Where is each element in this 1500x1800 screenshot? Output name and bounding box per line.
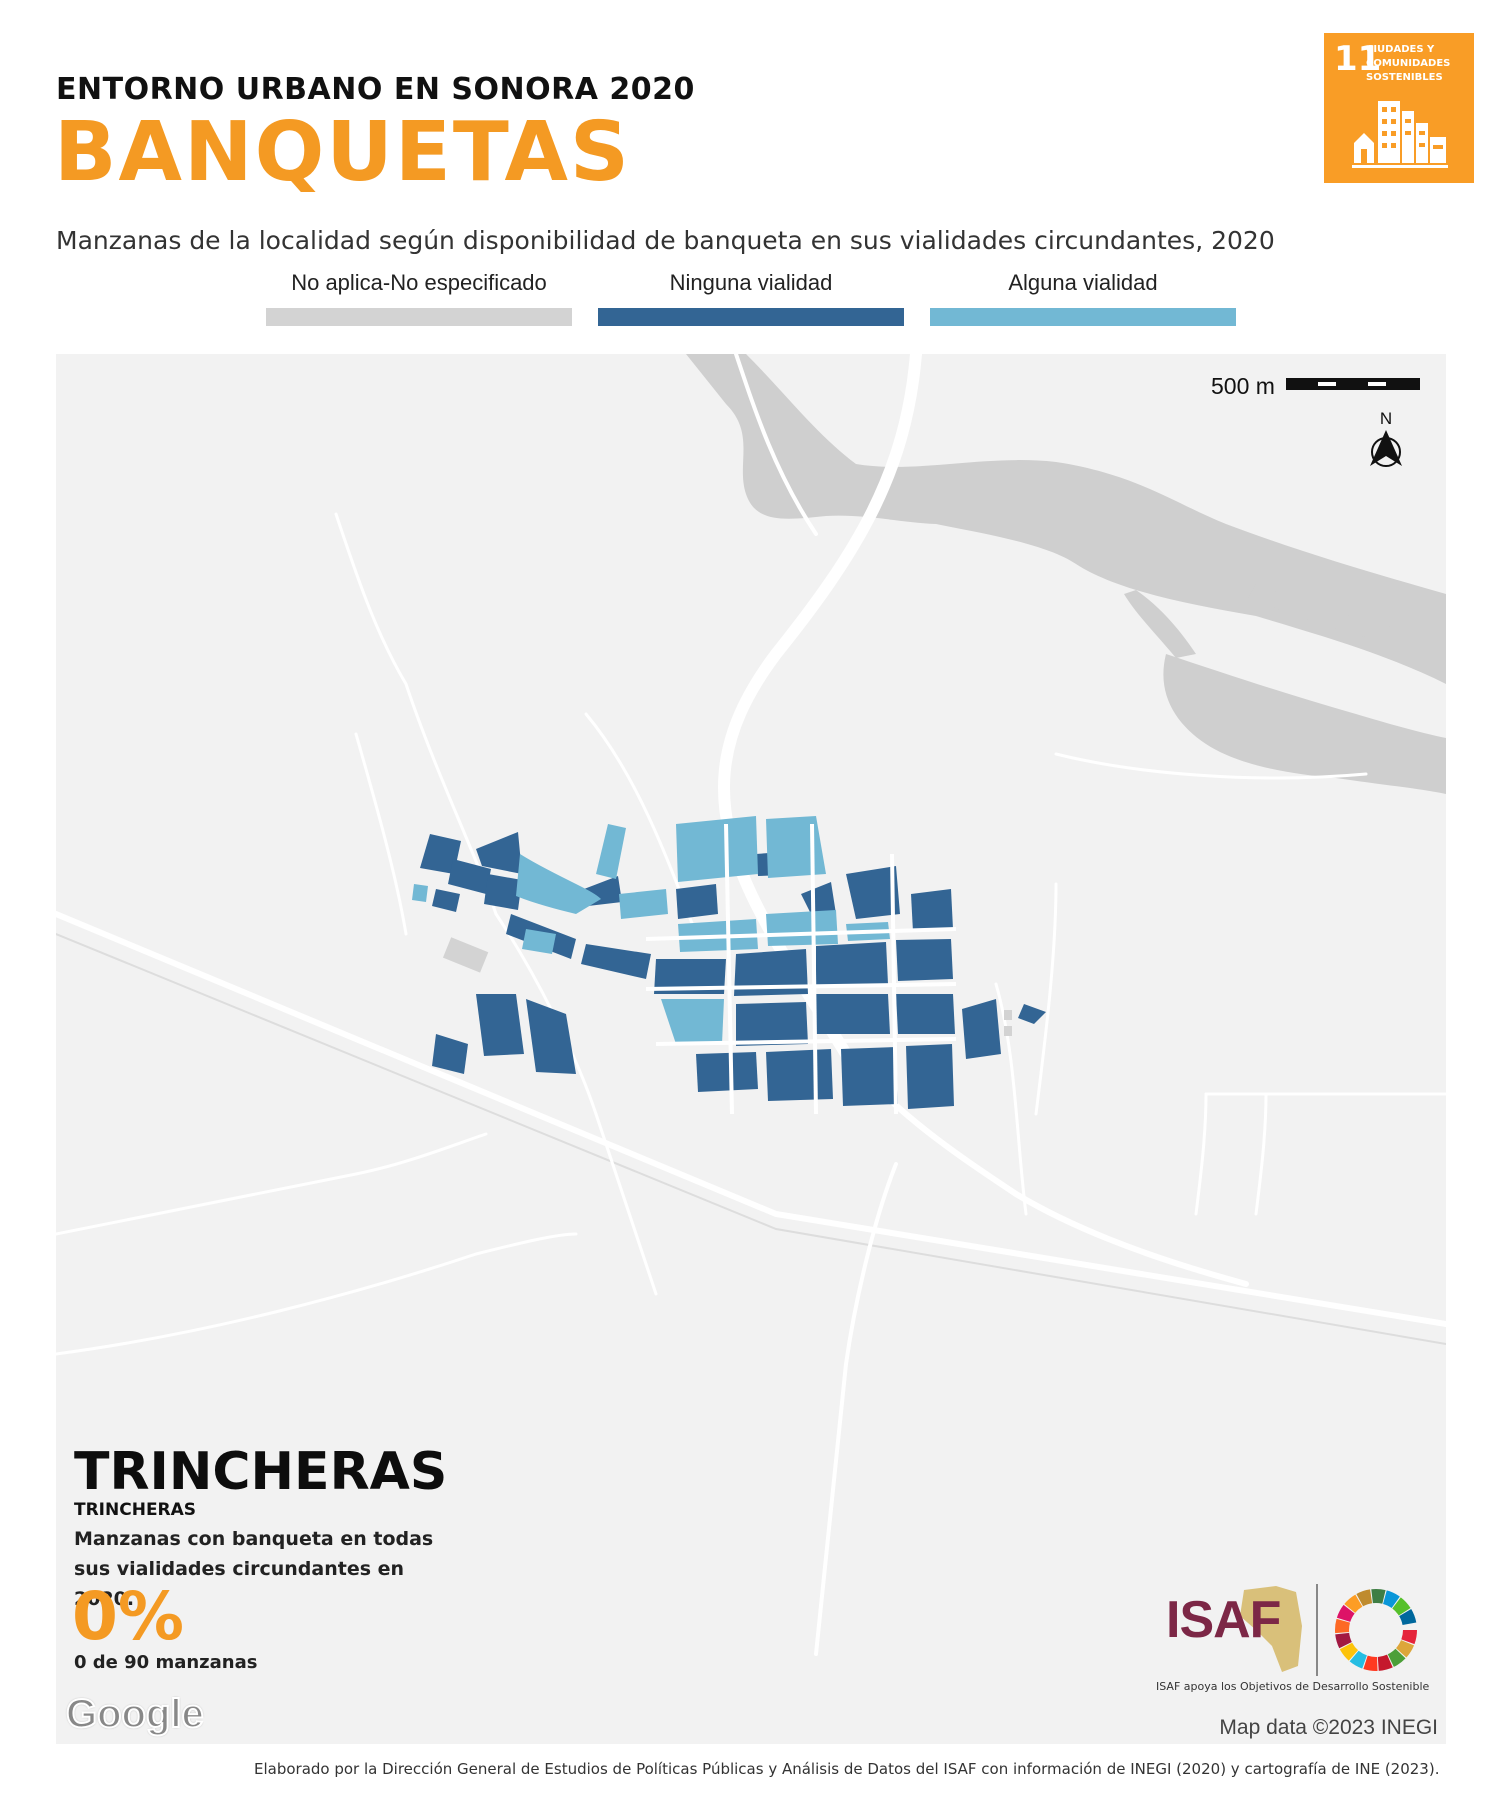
legend-item-ninguna: Ninguna vialidad	[598, 270, 904, 326]
map-attribution: Map data ©2023 INEGI	[1219, 1716, 1438, 1739]
legend-item-no-aplica: No aplica-No especificado	[266, 270, 572, 326]
city-buildings-icon	[1352, 101, 1448, 168]
north-label: N	[1380, 409, 1392, 428]
legend-label: Alguna vialidad	[1008, 270, 1158, 295]
block-count: 0 de 90 manzanas	[74, 1652, 258, 1673]
sonora-map-icon	[1240, 1586, 1302, 1672]
map-subtitle: Manzanas de la localidad según disponibi…	[56, 226, 1275, 255]
legend-swatch-gray	[266, 308, 572, 326]
legend-label: No aplica-No especificado	[291, 270, 547, 295]
page-title: BANQUETAS	[54, 105, 631, 200]
isaf-wordmark: ISAF	[1166, 1591, 1281, 1649]
locality-subname: TRINCHERAS	[74, 1500, 197, 1520]
legend-swatch-dark-blue	[598, 308, 904, 326]
kicker-title: ENTORNO URBANO EN SONORA 2020	[56, 72, 695, 107]
google-logo: Google	[65, 1691, 205, 1737]
isaf-logo-block: ISAF ISAF apoya los Obj	[1156, 1584, 1436, 1696]
legend-label: Ninguna vialidad	[669, 270, 833, 295]
map-canvas[interactable]: 500 m N	[56, 354, 1446, 1744]
sdg-label: CIUDADES Y COMUNIDADES SOSTENIBLES	[1366, 44, 1451, 83]
block-grid-streets	[645, 823, 957, 1115]
blocks-no-aplica	[442, 937, 1012, 1036]
sdg-number: 11	[1334, 39, 1382, 79]
locality-name: TRINCHERAS	[74, 1442, 448, 1502]
locality-description: Manzanas con banqueta en todas sus viali…	[74, 1528, 434, 1610]
locality-map[interactable]: 500 m N TRINCHERAS TRINCHERAS Manzanas c…	[56, 354, 1446, 1744]
sidewalk-percentage: 0%	[72, 1578, 185, 1655]
north-arrow-icon: N	[1370, 409, 1402, 467]
logo-divider	[1316, 1584, 1318, 1676]
sdg-11-badge: 11 CIUDADES Y COMUNIDADES SOSTENIBLES	[1324, 33, 1474, 183]
river-channel	[686, 354, 1446, 794]
footer-credit: Elaborado por la Dirección General de Es…	[254, 1760, 1440, 1778]
scale-bar: 500 m	[1211, 373, 1420, 399]
scale-label: 500 m	[1211, 373, 1275, 399]
legend-swatch-light-blue	[930, 308, 1236, 326]
isaf-tagline: ISAF apoya los Objetivos de Desarrollo S…	[1156, 1680, 1430, 1693]
sdg-wheel-icon	[1335, 1589, 1417, 1671]
legend-item-alguna: Alguna vialidad	[930, 270, 1236, 326]
